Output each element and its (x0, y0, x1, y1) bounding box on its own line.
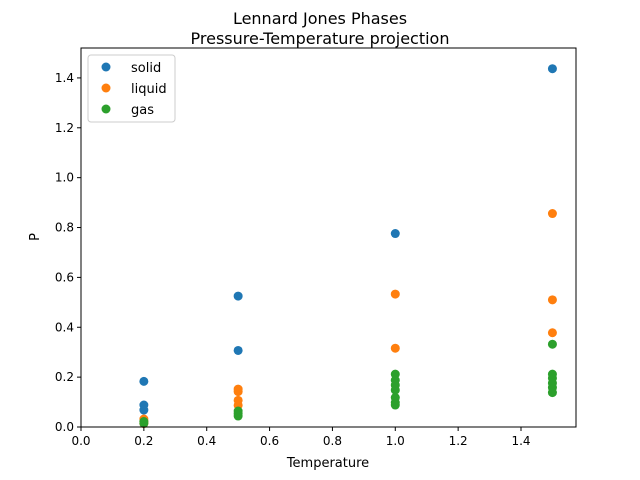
point-gas-12 (547, 339, 557, 349)
point-gas-17 (547, 388, 557, 398)
x-axis-ticks: 0.0 0.2 0.4 0.6 0.8 1.0 1.2 1.4 (71, 427, 531, 448)
y-tick-label-4: 0.8 (55, 221, 74, 235)
point-solid-4 (233, 345, 243, 355)
point-solid-2 (139, 405, 149, 415)
x-tick-label-0: 0.0 (71, 434, 90, 448)
legend-label-liquid: liquid (131, 82, 167, 97)
point-liquid-11 (547, 328, 557, 338)
x-tick-label-5: 1.0 (386, 434, 405, 448)
y-axis-ticks: 0.0 0.2 0.4 0.6 0.8 1.0 1.2 1.4 (55, 71, 81, 434)
x-tick-label-1: 0.2 (134, 434, 153, 448)
point-liquid-8 (390, 343, 400, 353)
legend-marker-liquid (101, 83, 111, 93)
point-liquid-4 (233, 387, 243, 397)
y-tick-label-2: 0.4 (55, 320, 74, 334)
legend-label-solid: solid (131, 61, 161, 76)
x-tick-label-6: 1.2 (449, 434, 468, 448)
y-tick-label-7: 1.4 (55, 71, 74, 85)
point-liquid-7 (390, 289, 400, 299)
x-axis-label: Temperature (286, 456, 369, 471)
chart-title: Lennard Jones Phases (233, 9, 407, 28)
axes-frame (80, 47, 577, 428)
y-tick-label-5: 1.0 (55, 171, 74, 185)
point-liquid-9 (547, 209, 557, 219)
y-tick-label-0: 0.0 (55, 420, 74, 434)
chart-subtitle: Pressure-Temperature projection (191, 29, 450, 48)
legend-marker-solid (101, 62, 111, 72)
y-tick-label-3: 0.6 (55, 270, 74, 284)
point-solid-5 (390, 229, 400, 239)
legend-label-gas: gas (131, 103, 154, 118)
point-solid-6 (547, 64, 557, 74)
legend-marker-gas (101, 104, 111, 114)
y-axis-label: P (28, 233, 43, 241)
legend-box (87, 54, 176, 123)
point-liquid-10 (547, 295, 557, 305)
x-tick-label-3: 0.6 (260, 434, 279, 448)
plot-area: 0.0 0.2 0.4 0.6 0.8 1.0 1.2 1.4 0.0 0.2 0.4 0.6 0.8… (55, 47, 577, 448)
point-solid-0 (139, 376, 149, 386)
point-gas-1 (139, 418, 149, 428)
point-gas-4 (233, 411, 243, 421)
x-tick-label-4: 0.8 (323, 434, 342, 448)
x-tick-label-7: 1.4 (511, 434, 530, 448)
x-tick-label-2: 0.4 (197, 434, 216, 448)
data-points (139, 64, 557, 429)
y-tick-label-1: 0.2 (55, 370, 74, 384)
point-solid-3 (233, 291, 243, 301)
y-tick-label-6: 1.2 (55, 121, 74, 135)
legend: solid liquid gas (87, 54, 176, 123)
point-gas-11 (390, 400, 400, 410)
point-gas-8 (390, 385, 400, 395)
